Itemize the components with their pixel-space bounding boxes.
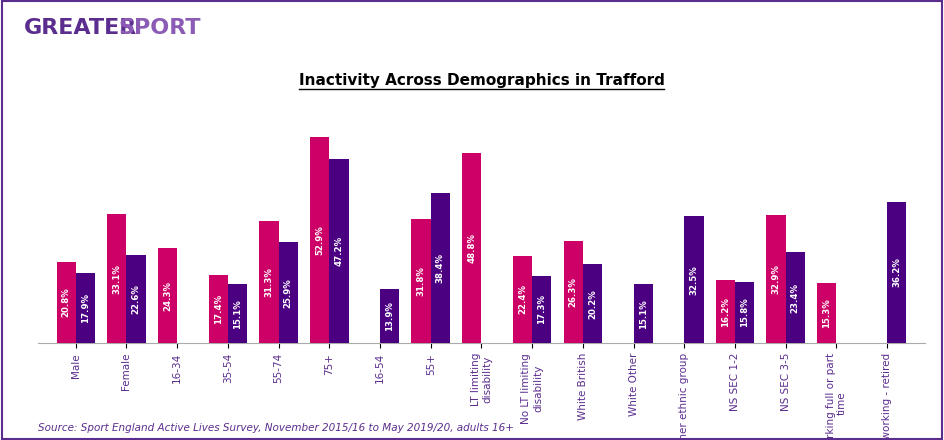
Text: 20.8%: 20.8%	[61, 288, 71, 318]
Bar	[785, 252, 805, 343]
Bar	[582, 264, 602, 343]
Text: 32.5%: 32.5%	[689, 265, 699, 295]
Bar	[310, 137, 329, 343]
Text: 32.9%: 32.9%	[771, 264, 781, 294]
Text: 22.6%: 22.6%	[131, 284, 141, 314]
Text: 31.8%: 31.8%	[416, 266, 426, 296]
Bar	[684, 216, 703, 343]
Text: 26.3%: 26.3%	[568, 277, 578, 307]
Bar	[633, 284, 653, 343]
Text: 48.8%: 48.8%	[467, 233, 477, 263]
Text: 38.4%: 38.4%	[436, 253, 445, 283]
Bar	[735, 282, 754, 343]
Text: 13.9%: 13.9%	[385, 301, 395, 331]
Text: 17.3%: 17.3%	[537, 294, 547, 324]
Text: Source: Sport England Active Lives Survey, November 2015/16 to May 2019/20, adul: Source: Sport England Active Lives Surve…	[38, 423, 514, 433]
Text: SPORT: SPORT	[118, 18, 200, 37]
Bar	[108, 214, 126, 343]
Text: 15.3%: 15.3%	[822, 298, 832, 328]
Text: 15.1%: 15.1%	[233, 299, 242, 329]
Text: 36.2%: 36.2%	[892, 257, 902, 287]
Bar	[564, 241, 582, 343]
Text: 22.4%: 22.4%	[518, 285, 527, 315]
Text: 52.9%: 52.9%	[315, 225, 324, 255]
Text: 47.2%: 47.2%	[334, 236, 344, 266]
Bar	[228, 284, 247, 343]
Text: 16.2%: 16.2%	[721, 297, 730, 326]
Bar	[412, 219, 430, 343]
Bar	[430, 193, 450, 343]
Bar	[767, 215, 785, 343]
Text: 15.8%: 15.8%	[740, 297, 750, 327]
Text: 23.4%: 23.4%	[791, 282, 800, 312]
Text: 20.2%: 20.2%	[588, 289, 597, 319]
Bar	[126, 255, 145, 343]
Bar	[716, 280, 735, 343]
Title: Inactivity Across Demographics in Trafford: Inactivity Across Demographics in Traffo…	[298, 73, 665, 88]
Text: 17.9%: 17.9%	[81, 293, 90, 323]
Bar	[76, 273, 95, 343]
Bar	[278, 242, 298, 343]
Text: 25.9%: 25.9%	[284, 278, 293, 308]
Text: 33.1%: 33.1%	[112, 264, 122, 293]
Bar	[887, 202, 906, 343]
Bar	[329, 159, 348, 343]
Text: 17.4%: 17.4%	[213, 294, 223, 324]
Bar	[532, 276, 551, 343]
Text: 15.1%: 15.1%	[639, 299, 648, 329]
Bar	[513, 256, 532, 343]
Bar	[818, 283, 836, 343]
Text: 31.3%: 31.3%	[264, 267, 274, 297]
Bar	[158, 248, 177, 343]
Bar	[260, 221, 278, 343]
Bar	[209, 275, 228, 343]
Bar	[57, 262, 76, 343]
Bar	[463, 153, 481, 343]
Text: 24.3%: 24.3%	[163, 281, 172, 311]
Text: GREATER: GREATER	[24, 18, 137, 37]
Bar	[380, 289, 399, 343]
